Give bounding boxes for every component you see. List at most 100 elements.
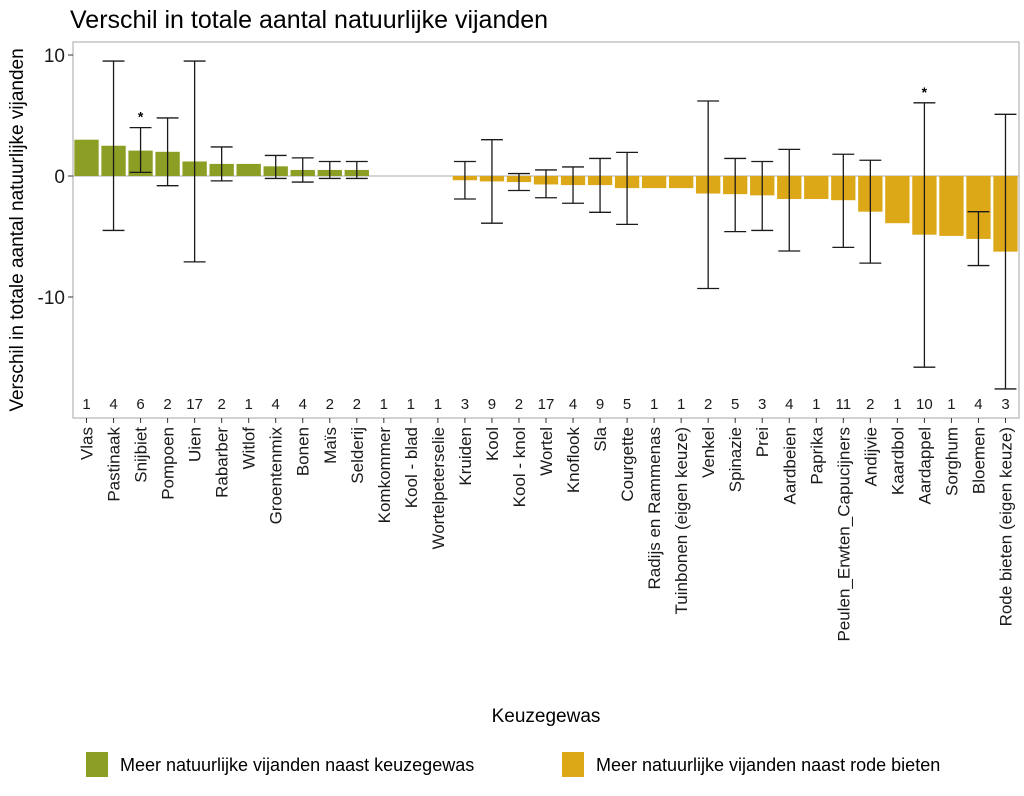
error-bar [724,157,747,233]
x-tick-label: Kaardbol [888,427,907,495]
sample-size-label: 1 [947,396,955,413]
error-bar [183,60,206,263]
error-bar [291,157,314,183]
sample-size-label: 1 [245,396,253,413]
bar [236,163,261,176]
sample-size-label: 9 [488,396,496,413]
error-bar [453,160,476,200]
legend-swatch [562,752,584,777]
x-tick-label: Kool - blad [402,427,421,508]
error-bar [156,117,179,187]
error-bar [480,139,503,224]
x-tick-label: Venkel [699,427,718,478]
sample-size-label: 17 [538,396,555,413]
error-bar [589,157,612,213]
x-tick-label: Snijbiet [132,427,151,483]
sample-size-label: 2 [353,396,361,413]
sample-size-label: 17 [186,396,203,413]
x-axis-title: Keuzegewas [492,706,601,727]
x-tick-label: Uien [186,427,205,462]
error-bar [859,159,882,264]
x-tick-label: Radijs en Rammenas [645,427,664,590]
error-bar [264,154,287,180]
x-tick-label: Komkommer [375,427,394,524]
sample-size-label: 2 [163,396,171,413]
sample-size-label: 2 [866,396,874,413]
error-bar [751,160,774,232]
x-tick-label: Knoflook [564,427,583,494]
bar [939,176,964,236]
chart-title: Verschil in totale aantal natuurlijke vi… [70,6,548,34]
sample-size-label: 2 [326,396,334,413]
sample-size-label: 2 [704,396,712,413]
x-tick-label: Sorghum [942,427,961,496]
x-tick-label: Kruiden [456,427,475,486]
x-tick-label: Pastinaak [105,427,124,502]
sample-size-label: 1 [677,396,685,413]
error-bar [832,153,855,249]
x-tick-label: Pompoen [159,427,178,500]
y-axis-title: Verschil in totale aantal natuurlijke vi… [7,48,28,411]
sample-size-label: 1 [893,396,901,413]
sample-size-label: 1 [812,396,820,413]
bar [804,176,829,199]
sample-size-label: 1 [650,396,658,413]
error-bar [345,160,368,180]
x-tick-label: Rode bieten (eigen keuze) [996,427,1015,626]
x-tick-label: Kool - knol [510,427,529,507]
error-bar [129,126,152,174]
significance-marker: * [922,84,928,100]
error-bar [562,166,584,204]
sample-size-label: 5 [731,396,739,413]
sample-size-label: 2 [515,396,523,413]
sample-size-label: 4 [569,396,577,413]
error-bar [210,146,233,182]
legend: Meer natuurlijke vijanden naast keuzegew… [86,752,940,777]
y-tick-label: -10 [38,288,65,309]
sample-size-label: 4 [299,396,307,413]
x-tick-label: Vlas [78,427,97,460]
sample-size-label: 5 [623,396,631,413]
x-tick-label: Selderij [348,427,367,484]
legend-label: Meer natuurlijke vijanden naast keuzegew… [120,755,474,775]
sample-size-label: 1 [407,396,415,413]
sample-size-label: 3 [1001,396,1009,413]
x-tick-label: Spinazie [726,427,745,492]
sample-size-label: 1 [434,396,442,413]
bar [641,176,667,189]
sample-size-label: 1 [380,396,388,413]
x-tick-label: Wortelpeterselie [429,427,448,550]
significance-marker: * [138,109,144,125]
x-tick-label: Paprika [807,426,826,484]
sample-size-label: 2 [217,396,225,413]
x-tick-label: Bloemen [969,427,988,494]
sample-size-label: 11 [836,396,852,413]
error-bar [102,60,125,232]
sample-size-label: 4 [272,396,280,413]
x-tick-label: Bonen [294,427,313,476]
x-tick-label: Tuinbonen (eigen keuze) [672,427,691,614]
sample-size-label: 1 [82,396,90,413]
sample-size-label: 10 [916,396,933,413]
x-tick-label: Kool [483,427,502,461]
x-tick-label: Sla [591,426,610,451]
sample-size-label: 3 [758,396,766,413]
legend-item: Meer natuurlijke vijanden naast rode bie… [562,752,940,777]
x-tick-label: Wortel [537,427,556,476]
legend-item: Meer natuurlijke vijanden naast keuzegew… [86,752,474,777]
legend-label: Meer natuurlijke vijanden naast rode bie… [596,755,940,775]
error-bar [318,160,341,180]
sample-size-label: 4 [974,396,982,413]
y-tick-label: 10 [44,46,65,67]
bar [74,139,99,176]
sample-size-label: 4 [785,396,793,413]
x-tick-label: Aardbeien [780,427,799,505]
error-bar [616,151,639,226]
error-bar [535,169,557,199]
x-tick-label: Prei [753,427,772,457]
sample-size-label: 4 [109,396,117,413]
legend-swatch [86,752,108,777]
sample-size-label: 6 [136,396,144,413]
x-tick-label: Rabarber [213,427,232,498]
